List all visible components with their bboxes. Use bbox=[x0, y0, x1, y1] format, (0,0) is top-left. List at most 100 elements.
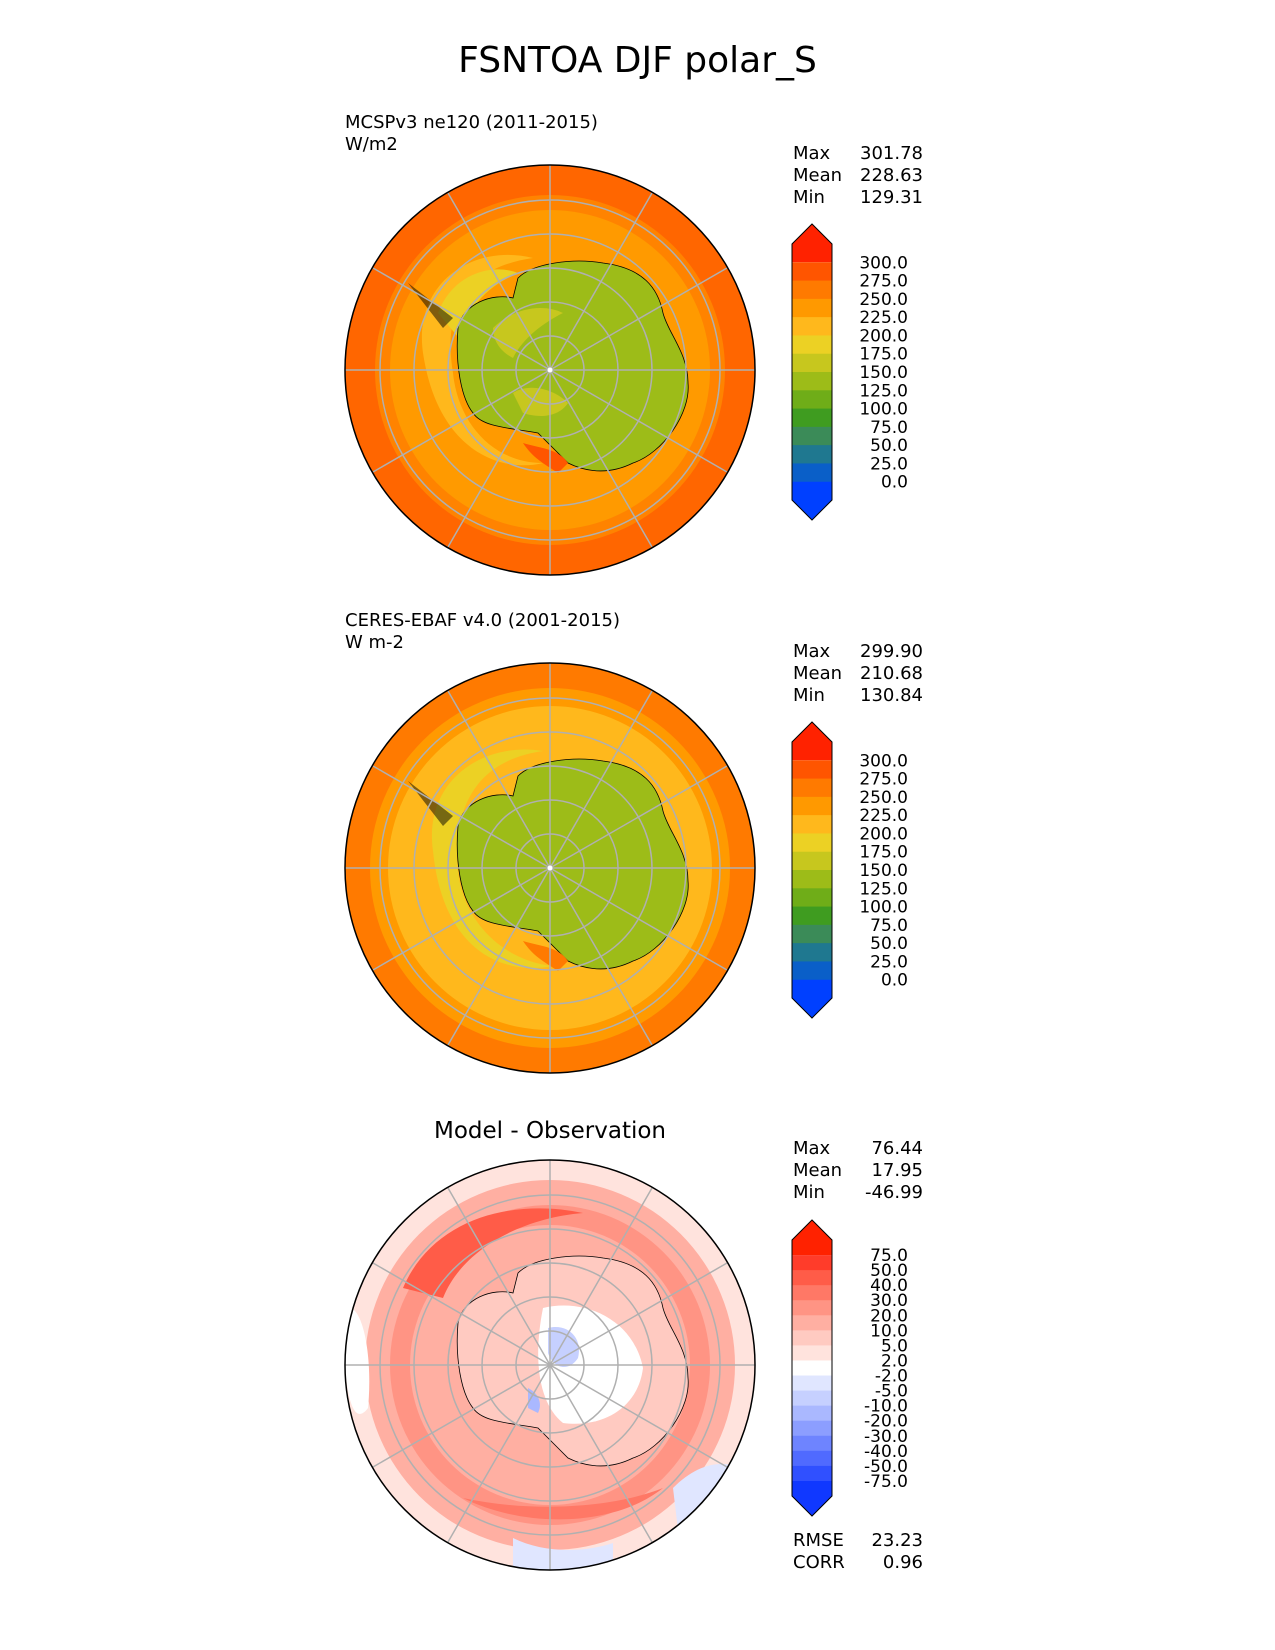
rmse-label: RMSE bbox=[793, 1530, 844, 1551]
colorbar-segment bbox=[792, 815, 832, 834]
colorbar-tick-label: 175.0 bbox=[859, 843, 908, 863]
colorbar-segment bbox=[792, 1375, 832, 1392]
colorbar-segment bbox=[792, 298, 832, 318]
colorbar-segment bbox=[792, 851, 832, 871]
colorbar-segment bbox=[792, 1285, 832, 1301]
colorbar-tick-label: 250.0 bbox=[859, 788, 908, 808]
colorbar-tick-label: -10.0 bbox=[864, 1397, 908, 1417]
colorbar-segment bbox=[792, 1435, 832, 1452]
panel-2-max-label: Max bbox=[793, 641, 831, 662]
colorbar-tick-label: 275.0 bbox=[859, 272, 908, 292]
colorbar-tick-label: 30.0 bbox=[870, 1291, 908, 1311]
colorbar-segment bbox=[792, 1220, 832, 1256]
colorbar-tick-label: 275.0 bbox=[859, 770, 908, 790]
panel-3-metrics: RMSE 23.23 CORR 0.96 bbox=[793, 1530, 923, 1574]
colorbar-segment bbox=[792, 408, 832, 428]
colorbar-segment bbox=[792, 353, 832, 373]
colorbar-tick-label: 75.0 bbox=[870, 418, 908, 438]
corr-label: CORR bbox=[793, 1552, 845, 1573]
panel-1-polar-map bbox=[344, 164, 756, 576]
colorbar-segment bbox=[792, 888, 832, 908]
panel-2-min: 130.84 bbox=[860, 685, 923, 706]
panel-3-max-label: Max bbox=[793, 1138, 831, 1159]
colorbar-segment bbox=[792, 1315, 832, 1331]
colorbar-segment bbox=[792, 280, 832, 300]
panel-1-colorbar: 300.0275.0250.0225.0200.0175.0150.0125.0… bbox=[791, 223, 908, 521]
colorbar-tick-label: 50.0 bbox=[870, 436, 908, 456]
panel-3-min-label: Min bbox=[793, 1182, 825, 1203]
colorbar-segment bbox=[792, 1300, 832, 1316]
panel-2-units: W m-2 bbox=[345, 632, 405, 653]
panel-2-dataset: CERES-EBAF v4.0 (2001-2015) bbox=[345, 610, 621, 631]
panel-3-title: Model - Observation bbox=[433, 1118, 667, 1144]
panel-2-title: CERES-EBAF v4.0 (2001-2015) W m-2 bbox=[345, 610, 620, 654]
colorbar-tick-label: 0.0 bbox=[881, 971, 908, 991]
panel-2-max: 299.90 bbox=[860, 641, 923, 662]
colorbar-outline bbox=[791, 1219, 833, 1517]
colorbar-segment bbox=[792, 906, 832, 926]
figure-title: FSNTOA DJF polar_S bbox=[458, 40, 817, 81]
colorbar-segment bbox=[792, 224, 832, 263]
colorbar-tick-label: -2.0 bbox=[875, 1367, 908, 1387]
panel-1-stats: Max 301.78 Mean 228.63 Min 129.31 bbox=[793, 143, 923, 209]
colorbar-tick-label: 125.0 bbox=[859, 381, 908, 401]
colorbar-tick-label: 300.0 bbox=[859, 253, 908, 273]
colorbar-segment bbox=[792, 1390, 832, 1407]
colorbar-segment bbox=[792, 979, 832, 1018]
panel-3-max: 76.44 bbox=[871, 1138, 923, 1159]
panel-2-polar-map bbox=[344, 662, 756, 1074]
colorbar-segment bbox=[792, 722, 832, 761]
colorbar-segment bbox=[792, 924, 832, 944]
colorbar-tick-label: 50.0 bbox=[870, 934, 908, 954]
colorbar-tick-label: 25.0 bbox=[870, 952, 908, 972]
colorbar-segment bbox=[792, 390, 832, 410]
colorbar-segment bbox=[792, 1345, 832, 1361]
colorbar-segment bbox=[792, 1270, 832, 1286]
panel-1-units: W/m2 bbox=[345, 134, 398, 155]
colorbar-segment bbox=[792, 426, 832, 446]
colorbar-tick-label: -40.0 bbox=[864, 1442, 908, 1462]
panel-3-polar-map bbox=[344, 1159, 756, 1571]
panel-1-max: 301.78 bbox=[860, 143, 923, 164]
colorbar-segment bbox=[792, 372, 832, 391]
colorbar-tick-label: 100.0 bbox=[859, 400, 908, 420]
colorbar-segment bbox=[792, 481, 832, 520]
colorbar-segment bbox=[792, 335, 832, 355]
colorbar-outline bbox=[791, 721, 833, 1019]
colorbar-tick-label: 2.0 bbox=[881, 1351, 908, 1371]
panel-3-stats: Max 76.44 Mean 17.95 Min -46.99 bbox=[793, 1138, 923, 1204]
colorbar-tick-label: 50.0 bbox=[870, 1261, 908, 1281]
panel-3-mean: 17.95 bbox=[871, 1160, 923, 1181]
colorbar-tick-label: 25.0 bbox=[870, 454, 908, 474]
panel-1-dataset: MCSPv3 ne120 (2011-2015) bbox=[345, 112, 598, 133]
colorbar-tick-label: 125.0 bbox=[859, 879, 908, 899]
colorbar-tick-label: 5.0 bbox=[881, 1336, 908, 1356]
colorbar-segment bbox=[792, 1255, 832, 1271]
colorbar-segment bbox=[792, 1465, 832, 1482]
colorbar-tick-label: 150.0 bbox=[859, 363, 908, 383]
colorbar-segment bbox=[792, 870, 832, 889]
colorbar-segment bbox=[792, 760, 832, 780]
rmse-value: 23.23 bbox=[871, 1530, 923, 1551]
colorbar-tick-label: 40.0 bbox=[870, 1276, 908, 1296]
colorbar-tick-label: 75.0 bbox=[870, 916, 908, 936]
colorbar-tick-label: -30.0 bbox=[864, 1427, 908, 1447]
corr-value: 0.96 bbox=[882, 1552, 923, 1573]
colorbar-segment bbox=[792, 1405, 832, 1422]
colorbar-segment bbox=[792, 1450, 832, 1467]
colorbar-segment bbox=[792, 1330, 832, 1346]
colorbar-segment bbox=[792, 262, 832, 282]
colorbar-tick-label: 75.0 bbox=[870, 1246, 908, 1266]
colorbar-tick-label: 100.0 bbox=[859, 898, 908, 918]
colorbar-segment bbox=[792, 317, 832, 336]
panel-2-stats: Max 299.90 Mean 210.68 Min 130.84 bbox=[793, 641, 923, 707]
panel-1-title: MCSPv3 ne120 (2011-2015) W/m2 bbox=[345, 112, 598, 156]
colorbar-segment bbox=[792, 1360, 832, 1377]
panel-1-min: 129.31 bbox=[860, 187, 923, 208]
colorbar-tick-label: 225.0 bbox=[859, 308, 908, 328]
panel-2-min-label: Min bbox=[793, 685, 825, 706]
colorbar-segment bbox=[792, 796, 832, 816]
panel-1-mean-label: Mean bbox=[793, 165, 843, 186]
panel-3-min: -46.99 bbox=[864, 1182, 923, 1203]
colorbar-tick-label: 300.0 bbox=[859, 751, 908, 771]
